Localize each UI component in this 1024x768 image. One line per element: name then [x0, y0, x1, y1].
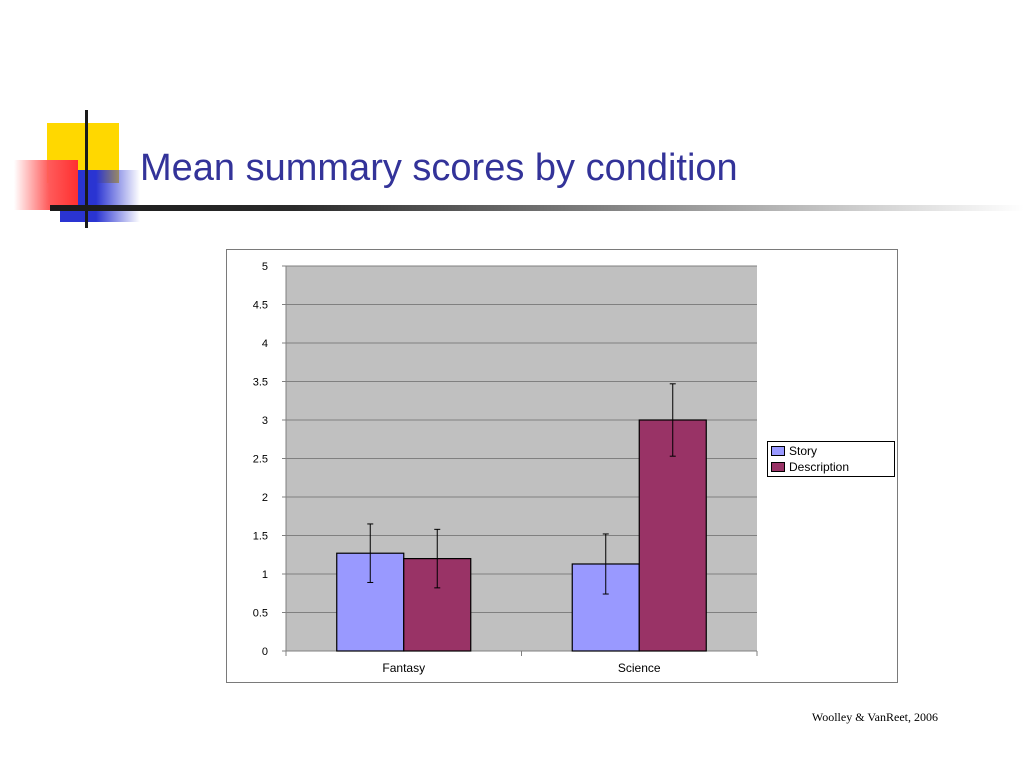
- y-tick-label: 3: [262, 415, 268, 427]
- y-tick-label: 0: [262, 646, 268, 658]
- y-tick-label: 4: [262, 338, 268, 350]
- x-tick-label: Science: [618, 661, 661, 675]
- y-tick-label: 0.5: [253, 608, 268, 620]
- legend-swatch-story: [771, 446, 785, 456]
- y-tick-label: 4.5: [253, 300, 268, 312]
- y-tick-label: 5: [262, 261, 268, 273]
- legend-item-story: Story: [771, 443, 891, 459]
- title-underline: [50, 205, 1024, 211]
- x-tick-label: Fantasy: [382, 661, 425, 675]
- chart: 0 0.5 1 1.5 2 2.5 3 3.5 4 4.5 5 Fantasy Science Stor…: [226, 249, 898, 683]
- citation: Woolley & VanReet, 2006: [811, 710, 938, 724]
- legend-label-story: Story: [789, 444, 818, 458]
- decor-vertical-line: [85, 110, 88, 228]
- legend-item-description: Description: [771, 459, 891, 475]
- slide-title: Mean summary scores by condition: [140, 147, 738, 189]
- legend-label-description: Description: [789, 460, 850, 474]
- bar-description-science: [638, 419, 707, 652]
- chart-legend: Story Description: [767, 441, 895, 477]
- y-tick-label: 3.5: [253, 377, 268, 389]
- decor-red-square: [14, 160, 78, 210]
- y-tick-label: 1.5: [253, 531, 268, 543]
- y-tick-label: 2.5: [253, 454, 268, 466]
- y-tick-label: 1: [262, 569, 268, 581]
- legend-swatch-description: [771, 462, 785, 472]
- chart-plot: 0 0.5 1 1.5 2 2.5 3 3.5 4 4.5 5 Fantasy Science: [253, 261, 758, 675]
- y-tick-label: 2: [262, 492, 268, 504]
